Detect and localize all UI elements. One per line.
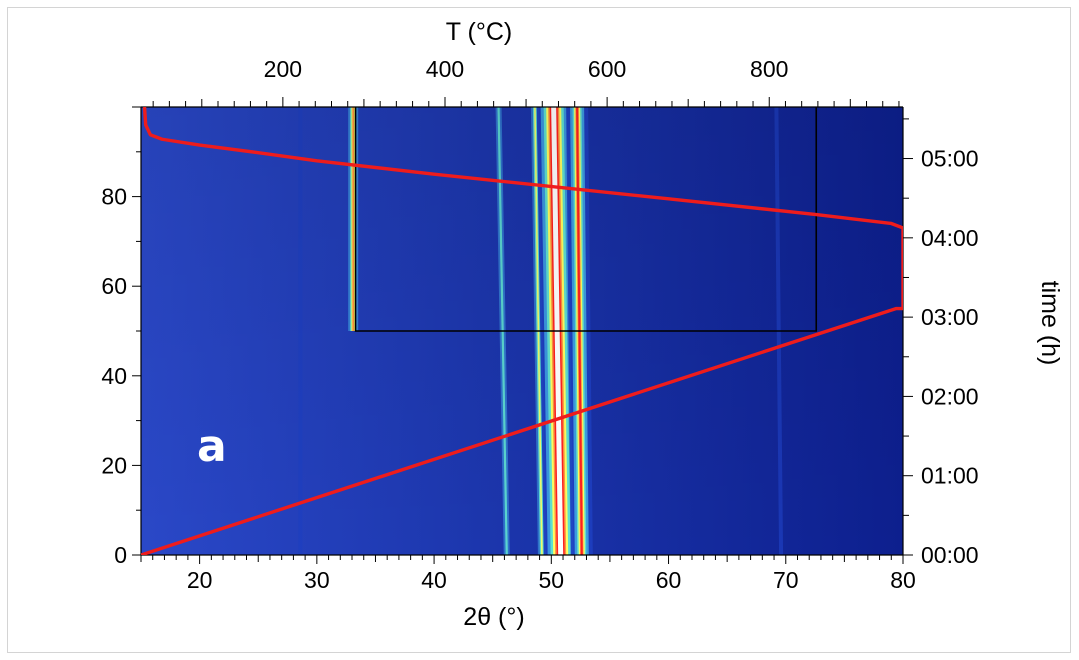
x-top-axis-title: T (°C): [446, 18, 512, 46]
x-bottom-tick-label: 80: [890, 567, 916, 593]
overlay-box: [354, 107, 818, 332]
x-bottom-axis-title: 2θ (°): [463, 603, 524, 631]
x-bottom-tick-label: 20: [187, 567, 213, 593]
x-top-tick-label: 800: [750, 56, 788, 82]
y-right-tick-label: 01:00: [921, 463, 979, 489]
figure-frame: [7, 7, 1071, 653]
y-right-tick-label: 05:00: [921, 146, 979, 172]
y-left-tick-label: 80: [101, 184, 127, 210]
temperature-profile-line: [141, 107, 903, 555]
y-left-tick-label: 0: [114, 542, 127, 568]
y-right-tick-label: 00:00: [921, 542, 979, 568]
x-bottom-tick-label: 60: [656, 567, 682, 593]
y-left-tick-label: 40: [101, 363, 127, 389]
y-right-axis-title: time (h): [1036, 281, 1064, 366]
x-bottom-tick-label: 50: [539, 567, 565, 593]
x-top-tick-label: 200: [264, 56, 302, 82]
x-bottom-tick-label: 30: [304, 567, 330, 593]
panel-label: a: [197, 421, 227, 472]
x-top-tick-label: 400: [426, 56, 464, 82]
x-top-tick-label: 600: [588, 56, 626, 82]
x-bottom-tick-label: 70: [773, 567, 799, 593]
y-right-tick-label: 03:00: [921, 304, 979, 330]
overlay: [141, 107, 903, 555]
y-right-tick-label: 02:00: [921, 383, 979, 409]
y-right-tick-label: 04:00: [921, 225, 979, 251]
y-left-tick-label: 60: [101, 273, 127, 299]
x-bottom-tick-label: 40: [421, 567, 447, 593]
y-left-tick-label: 20: [101, 452, 127, 478]
